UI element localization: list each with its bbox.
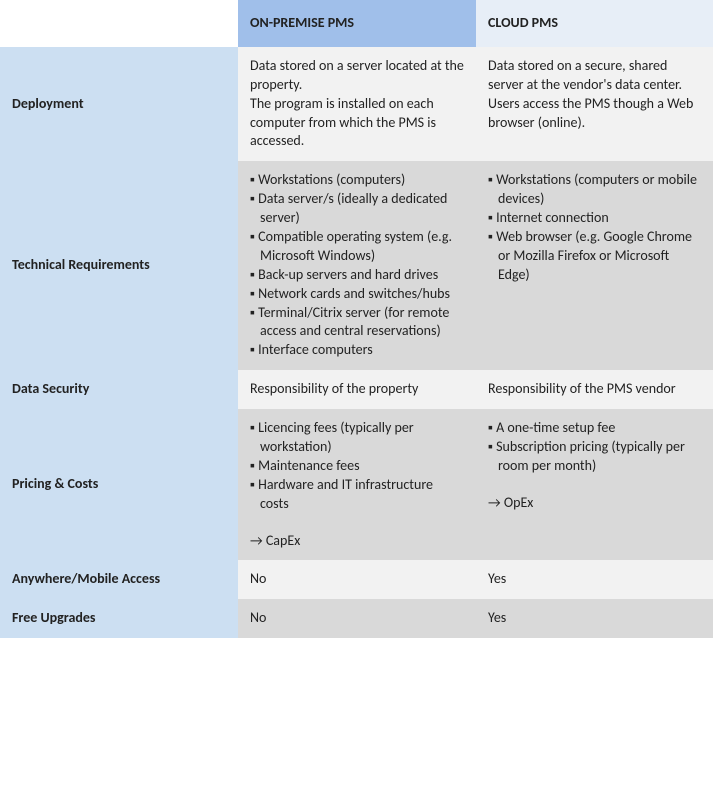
table-header-row: ON-PREMISE PMS CLOUD PMS (0, 0, 713, 47)
pricing-cloud: A one-time setup feeSubscription pricing… (476, 409, 713, 560)
list-item: Workstations (computers or mobile device… (488, 171, 701, 209)
list-item: Workstations (computers) (250, 171, 464, 190)
list-item: Web browser (e.g. Google Chrome or Mozil… (488, 228, 701, 285)
list-item: Data server/s (ideally a dedicated serve… (250, 190, 464, 228)
label-deployment: Deployment (0, 47, 238, 161)
row-technical-requirements: Technical Requirements Workstations (com… (0, 161, 713, 370)
pms-comparison-table: ON-PREMISE PMS CLOUD PMS Deployment Data… (0, 0, 713, 638)
pricing-cloud-arrow: → OpEx (488, 494, 701, 513)
list-item: Terminal/Citrix server (for remote acces… (250, 304, 464, 342)
list-item: Network cards and switches/hubs (250, 285, 464, 304)
list-item: Internet connection (488, 209, 701, 228)
label-pricing-costs: Pricing & Costs (0, 409, 238, 560)
list-item: Maintenance fees (250, 457, 464, 476)
upgrades-cloud: Yes (476, 599, 713, 638)
mobile-cloud: Yes (476, 560, 713, 599)
mobile-onprem: No (238, 560, 476, 599)
techreq-cloud: Workstations (computers or mobile device… (476, 161, 713, 370)
label-mobile-access: Anywhere/Mobile Access (0, 560, 238, 599)
label-free-upgrades: Free Upgrades (0, 599, 238, 638)
header-onprem: ON-PREMISE PMS (238, 0, 476, 47)
row-data-security: Data Security Responsibility of the prop… (0, 370, 713, 409)
pricing-onprem: Licencing fees (typically per workstatio… (238, 409, 476, 560)
upgrades-onprem: No (238, 599, 476, 638)
label-data-security: Data Security (0, 370, 238, 409)
deployment-cloud: Data stored on a secure, shared server a… (476, 47, 713, 161)
deployment-onprem: Data stored on a server located at the p… (238, 47, 476, 161)
list-item: Compatible operating system (e.g. Micros… (250, 228, 464, 266)
row-pricing-costs: Pricing & Costs Licencing fees (typicall… (0, 409, 713, 560)
pricing-onprem-arrow: → CapEx (250, 532, 464, 551)
header-cloud: CLOUD PMS (476, 0, 713, 47)
row-mobile-access: Anywhere/Mobile Access No Yes (0, 560, 713, 599)
list-item: Hardware and IT infrastructure costs (250, 476, 464, 514)
list-item: Subscription pricing (typically per room… (488, 438, 701, 476)
list-item: A one-time setup fee (488, 419, 701, 438)
header-empty-cell (0, 0, 238, 47)
list-item: Interface computers (250, 341, 464, 360)
row-deployment: Deployment Data stored on a server locat… (0, 47, 713, 161)
security-onprem: Responsibility of the property (238, 370, 476, 409)
list-item: Licencing fees (typically per workstatio… (250, 419, 464, 457)
list-item: Back-up servers and hard drives (250, 266, 464, 285)
label-technical-requirements: Technical Requirements (0, 161, 238, 370)
security-cloud: Responsibility of the PMS vendor (476, 370, 713, 409)
techreq-onprem: Workstations (computers)Data server/s (i… (238, 161, 476, 370)
row-free-upgrades: Free Upgrades No Yes (0, 599, 713, 638)
